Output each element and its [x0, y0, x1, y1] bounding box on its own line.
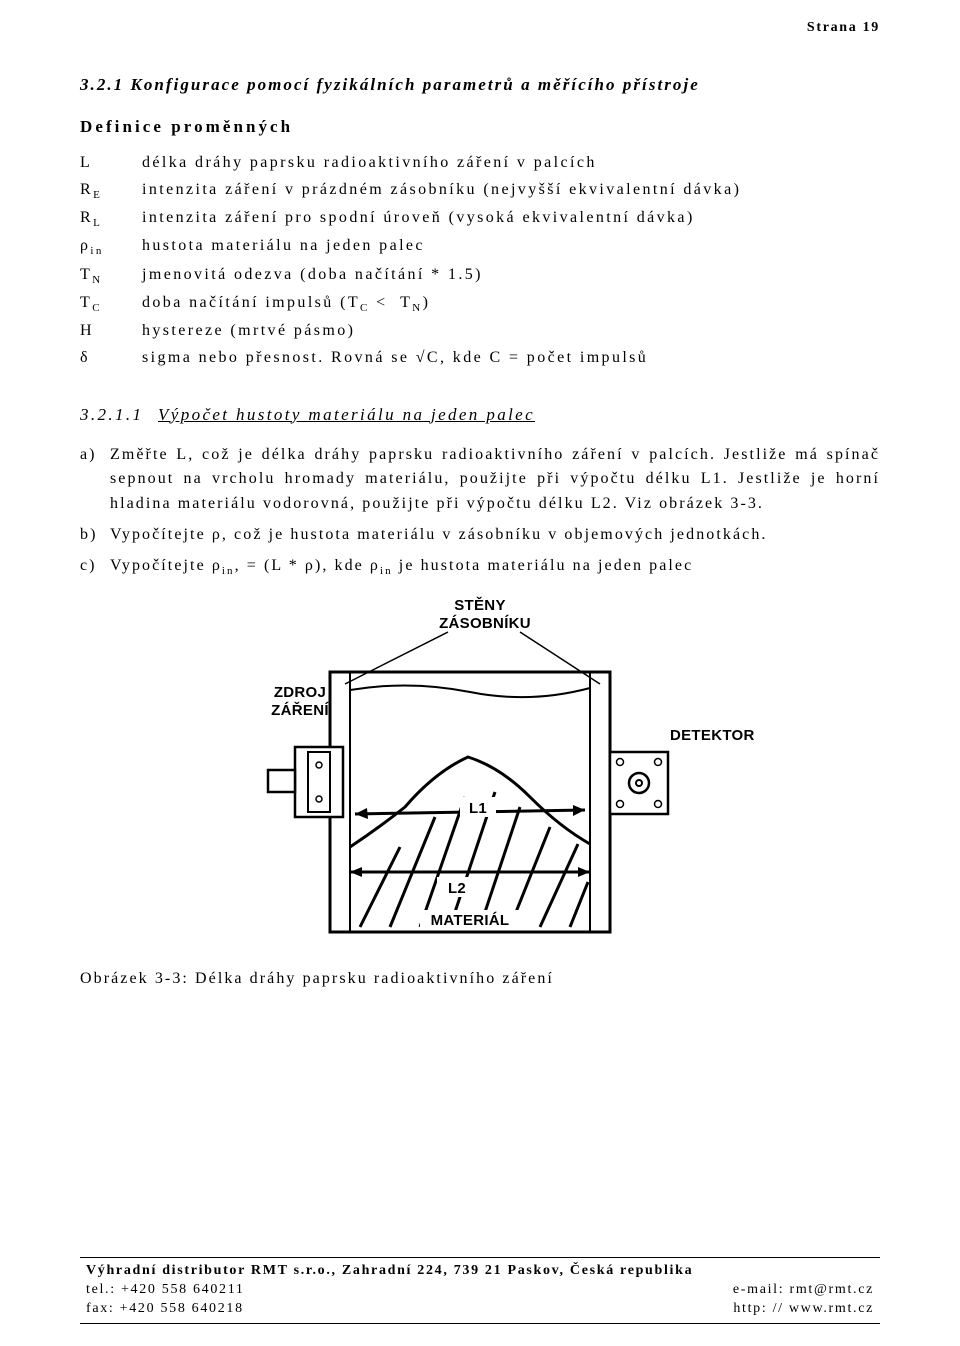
figure: STĚNY ZÁSOBNÍKU ZDROJ ZÁŘENÍ DETEKTOR — [80, 592, 880, 952]
definition-description: intenzita záření v prázdném zásobníku (n… — [142, 178, 741, 206]
source-inner — [308, 752, 330, 812]
definition-symbol: H — [80, 319, 142, 346]
footer: Výhradní distributor RMT s.r.o., Zahradn… — [80, 1257, 880, 1324]
diagram-svg: STĚNY ZÁSOBNÍKU ZDROJ ZÁŘENÍ DETEKTOR — [200, 592, 760, 952]
arrow-l1-right — [573, 805, 585, 816]
definition-row: ρinhustota materiálu na jeden palec — [80, 234, 741, 262]
leader-line — [520, 632, 600, 684]
leader-line — [345, 632, 448, 684]
page: Strana 19 3.2.1 Konfigurace pomocí fyzik… — [0, 0, 960, 1346]
definition-symbol: L — [80, 151, 142, 178]
definition-row: RLintenzita záření pro spodní úroveň (vy… — [80, 206, 741, 234]
definitions-table: Ldélka dráhy paprsku radioaktivního záře… — [80, 151, 741, 373]
list-marker: a) — [80, 443, 110, 517]
ordered-list: a)Změřte L, což je délka dráhy paprsku r… — [80, 443, 880, 580]
arrow-l2-right — [578, 867, 590, 877]
definition-description: hystereze (mrtvé pásmo) — [142, 319, 741, 346]
source-stub — [268, 770, 295, 792]
definition-symbol: ρin — [80, 234, 142, 262]
subsection-heading: Výpočet hustoty materiálu na jeden palec — [158, 405, 535, 424]
list-text: Změřte L, což je délka dráhy paprsku rad… — [110, 443, 880, 517]
footer-email: e-mail: rmt@rmt.cz — [733, 1281, 874, 1300]
definition-description: doba načítání impulsů (TC < TN) — [142, 291, 741, 319]
definition-row: TNjmenovitá odezva (doba načítání * 1.5) — [80, 263, 741, 291]
list-text: Vypočítejte ρin, = (L * ρ), kde ρin je h… — [110, 554, 880, 580]
footer-url: http: // www.rmt.cz — [733, 1300, 874, 1319]
footer-address: Výhradní distributor RMT s.r.o., Zahradn… — [86, 1262, 693, 1281]
label-source-1: ZDROJ — [274, 684, 326, 701]
definition-symbol: RE — [80, 178, 142, 206]
section-title: 3.2.1 Konfigurace pomocí fyzikálních par… — [80, 75, 880, 95]
arrow-l2-left — [350, 867, 362, 877]
definition-row: δsigma nebo přesnost. Rovná se √C, kde C… — [80, 346, 741, 373]
definition-symbol: TN — [80, 263, 142, 291]
label-walls-2: ZÁSOBNÍKU — [439, 615, 531, 632]
list-text: Vypočítejte ρ, což je hustota materiálu … — [110, 523, 880, 548]
definition-description: hustota materiálu na jeden palec — [142, 234, 741, 262]
definition-row: Ldélka dráhy paprsku radioaktivního záře… — [80, 151, 741, 178]
footer-tel: tel.: +420 558 640211 — [86, 1281, 245, 1300]
label-material: MATERIÁL — [431, 912, 510, 929]
label-l1: L1 — [469, 800, 487, 817]
definition-row: TCdoba načítání impulsů (TC < TN) — [80, 291, 741, 319]
page-number: Strana 19 — [807, 20, 880, 36]
list-marker: b) — [80, 523, 110, 548]
top-surface — [350, 685, 590, 697]
definition-description: délka dráhy paprsku radioaktivního zářen… — [142, 151, 741, 178]
definition-description: intenzita záření pro spodní úroveň (vyso… — [142, 206, 741, 234]
label-detector: DETEKTOR — [670, 727, 755, 744]
definitions-heading: Definice proměnných — [80, 117, 880, 137]
definition-symbol: RL — [80, 206, 142, 234]
definition-symbol: δ — [80, 346, 142, 373]
section-number: 3.2.1 — [80, 75, 124, 94]
detector-plate — [610, 752, 668, 814]
list-item: c)Vypočítejte ρin, = (L * ρ), kde ρin je… — [80, 554, 880, 580]
definition-row: Hhystereze (mrtvé pásmo) — [80, 319, 741, 346]
list-marker: c) — [80, 554, 110, 580]
subsection-number: 3.2.1.1 — [80, 405, 158, 425]
footer-fax: fax: +420 558 640218 — [86, 1300, 244, 1319]
label-l2: L2 — [448, 880, 466, 897]
subsection-title: 3.2.1.1Výpočet hustoty materiálu na jede… — [80, 405, 880, 425]
definition-symbol: TC — [80, 291, 142, 319]
definition-row: REintenzita záření v prázdném zásobníku … — [80, 178, 741, 206]
label-walls-1: STĚNY — [454, 596, 506, 614]
label-source-2: ZÁŘENÍ — [271, 701, 329, 719]
arrow-l1-left — [355, 808, 368, 819]
figure-caption: Obrázek 3-3: Délka dráhy paprsku radioak… — [80, 970, 880, 988]
list-item: b)Vypočítejte ρ, což je hustota materiál… — [80, 523, 880, 548]
definition-description: jmenovitá odezva (doba načítání * 1.5) — [142, 263, 741, 291]
definition-description: sigma nebo přesnost. Rovná se √C, kde C … — [142, 346, 741, 373]
section-heading: Konfigurace pomocí fyzikálních parametrů… — [131, 75, 700, 94]
list-item: a)Změřte L, což je délka dráhy paprsku r… — [80, 443, 880, 517]
